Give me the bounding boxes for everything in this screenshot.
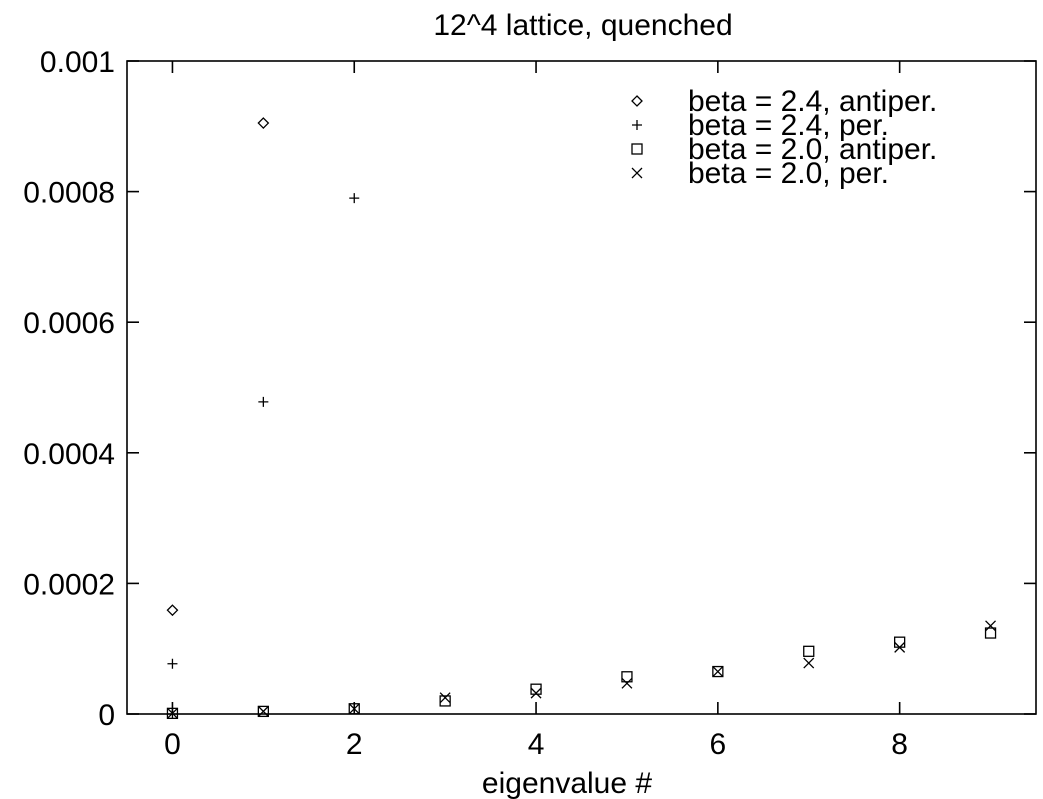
data-point-cross [894, 641, 906, 653]
data-point-square [803, 645, 815, 657]
legend-label: beta = 2.4, per. [688, 109, 889, 142]
data-point-plus [349, 193, 360, 204]
data-point-cross [712, 666, 724, 678]
data-point-plus [167, 658, 178, 669]
data-point-square [257, 705, 270, 718]
series-cross [166, 620, 997, 719]
data-point-cross [257, 705, 269, 717]
data-point-square [530, 683, 542, 695]
data-point-cross [530, 687, 542, 699]
series-square [166, 627, 997, 719]
y-tick-label: 0.0006 [23, 307, 115, 340]
legend-label: beta = 2.4, antiper. [688, 85, 937, 118]
data-point-square [621, 671, 633, 683]
data-point-square [348, 703, 360, 715]
data-point-square [984, 627, 997, 639]
x-tick-label: 0 [164, 728, 181, 761]
x-tick-label: 2 [346, 728, 363, 761]
legend-label: beta = 2.0, per. [688, 157, 889, 190]
chart-title: 12^4 lattice, quenched [433, 9, 732, 42]
plot-frame [126, 60, 1037, 715]
y-tick-label: 0.0004 [23, 438, 115, 471]
data-point-cross [803, 657, 815, 669]
y-tick-label: 0.0002 [23, 568, 115, 601]
legend-marker-plus [632, 120, 642, 130]
data-point-square [166, 707, 179, 719]
x-axis-label: eigenvalue # [482, 767, 652, 799]
legend: beta = 2.4, antiper.beta = 2.4, per.beta… [631, 85, 937, 190]
data-point-cross [985, 620, 997, 632]
series-plus [167, 193, 360, 719]
data-point-diamond [257, 117, 270, 129]
x-tick-label: 8 [891, 728, 908, 761]
data-point-square [439, 695, 451, 707]
x-tick-label: 6 [710, 728, 727, 761]
data-point-cross [439, 692, 451, 704]
data-point-square [894, 636, 906, 648]
series-diamond [166, 117, 270, 617]
legend-item: beta = 2.4, antiper. [631, 85, 937, 118]
data-point-square [712, 665, 724, 678]
data-point-cross [621, 677, 633, 689]
y-tick-label: 0.001 [40, 46, 115, 79]
legend-marker-diamond [631, 95, 643, 107]
data-point-cross [166, 707, 178, 719]
data-points [166, 117, 997, 719]
data-point-cross [348, 703, 360, 715]
x-tick-label: 4 [528, 728, 545, 761]
legend-label: beta = 2.0, antiper. [688, 133, 937, 166]
legend-item: beta = 2.0, per. [631, 157, 889, 190]
data-point-plus [258, 396, 269, 407]
legend-item: beta = 2.4, per. [632, 109, 889, 142]
legend-marker-square [631, 143, 643, 155]
legend-item: beta = 2.0, antiper. [631, 133, 937, 166]
y-axis: 0 0.0002 0.0004 0.0006 0.0008 0.001 [23, 46, 1036, 732]
y-tick-label: 0.0008 [23, 177, 115, 210]
y-tick-label: 0 [98, 699, 115, 732]
data-point-diamond [166, 604, 179, 617]
legend-marker-cross [631, 167, 643, 179]
x-axis: 0 2 4 6 8 [164, 61, 908, 761]
